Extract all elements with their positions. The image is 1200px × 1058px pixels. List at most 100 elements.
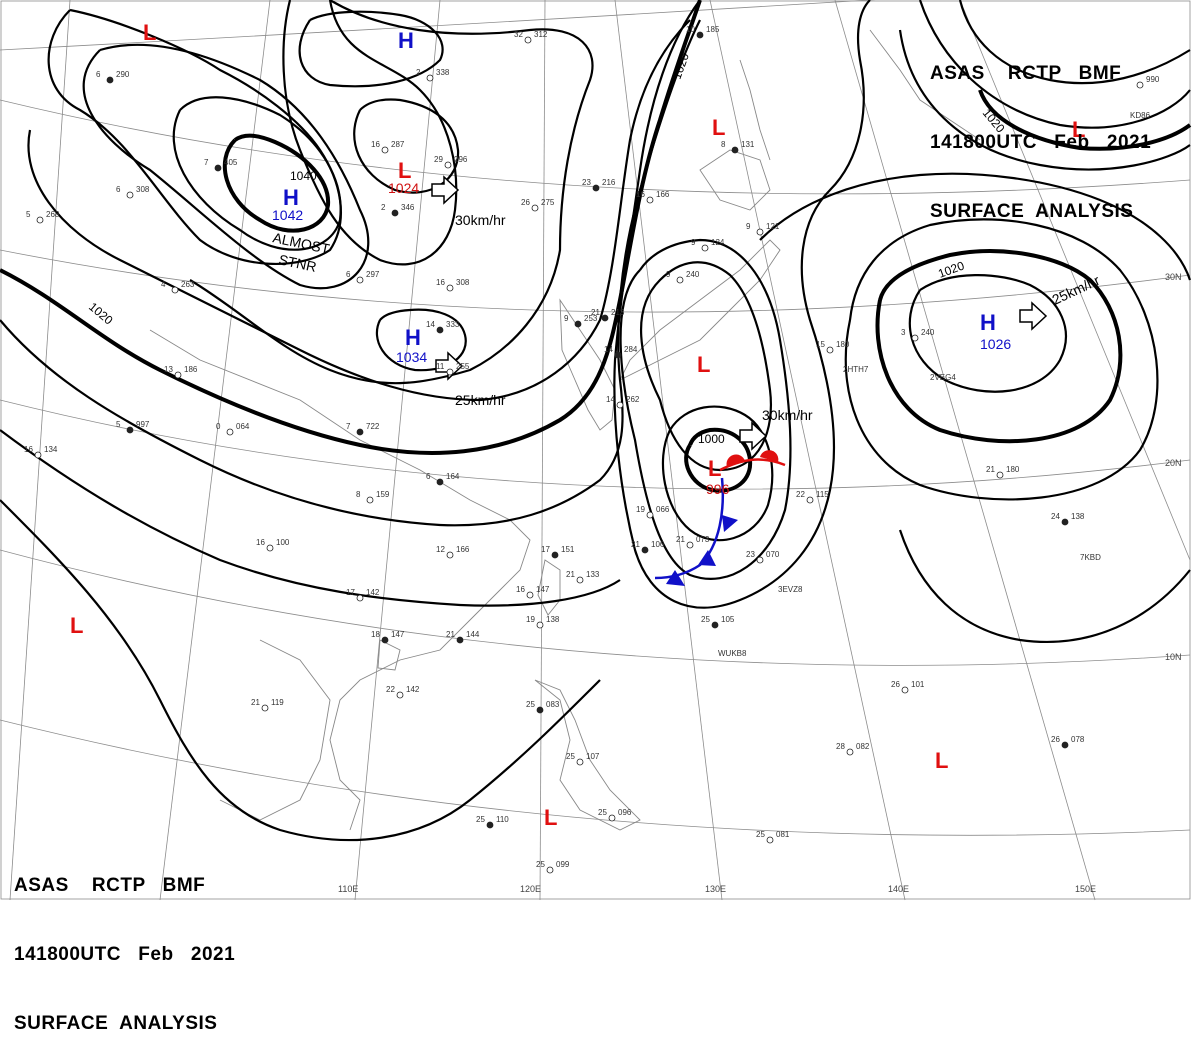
meridian-line xyxy=(614,0,723,901)
station-pressure: 308 xyxy=(456,278,470,287)
station-circle xyxy=(446,284,454,292)
parallel-line xyxy=(0,249,1191,313)
station-circle xyxy=(106,76,114,84)
isobar xyxy=(898,29,1191,171)
station-temperature: 6 xyxy=(346,270,351,279)
high-pressure-value: 1034 xyxy=(396,349,427,365)
station-temperature: 26 xyxy=(521,198,530,207)
station-plot: 253 9 xyxy=(564,314,598,328)
pressure-centers: H 1042 H H 1034 H 1026 L 1024 L 996 L L … xyxy=(70,20,1085,830)
station-plot: 119 21 xyxy=(251,698,284,712)
parallel-line xyxy=(0,549,1191,666)
isobar xyxy=(908,274,1067,393)
station-circle xyxy=(546,866,554,874)
station-temperature: 16 xyxy=(516,585,525,594)
station-circle xyxy=(601,314,609,322)
station-circle xyxy=(266,544,274,552)
station-plot: 338 2 xyxy=(416,68,450,82)
low-center: L xyxy=(712,115,725,140)
station-circle xyxy=(646,511,654,519)
station-temperature: 15 xyxy=(816,340,825,349)
low-center: L xyxy=(935,748,948,773)
station-circle xyxy=(756,556,764,564)
station-temperature: 9 xyxy=(564,314,569,323)
station-pressure: 253 xyxy=(584,314,598,323)
station-pressure: 147 xyxy=(391,630,405,639)
station-circle xyxy=(126,191,134,199)
warm-front-symbol xyxy=(726,454,745,467)
isobar-1020 xyxy=(875,249,1123,444)
station-circle xyxy=(126,426,134,434)
station-circle xyxy=(686,541,694,549)
station-temperature: 28 xyxy=(836,742,845,751)
station-pressure: 346 xyxy=(401,203,415,212)
station-plot: 105 25 xyxy=(701,615,735,629)
station-circle xyxy=(641,546,649,554)
station-temperature: 3 xyxy=(901,328,906,337)
ship-callsign: 2HTH7 xyxy=(843,365,869,374)
station-plot: 255 11 xyxy=(436,362,470,376)
hainan-coast xyxy=(377,639,401,671)
station-temperature: 9 xyxy=(746,222,751,231)
isobar-labels: 1040 1020 1020 1020 1020 1000 xyxy=(86,51,1008,446)
station-circle xyxy=(731,146,739,154)
meridian-line xyxy=(959,0,1191,561)
station-temperature: 23 xyxy=(582,178,591,187)
movement-arrow xyxy=(739,421,768,451)
station-plot: 134 16 xyxy=(24,445,58,459)
low-pressure-value: 1024 xyxy=(388,180,419,196)
coastlines xyxy=(149,29,981,831)
station-pressure: 159 xyxy=(376,490,390,499)
station-pressure: 333 xyxy=(446,320,460,329)
station-plot: 997 5 xyxy=(116,420,150,434)
isobar-label: 1020 xyxy=(86,300,116,328)
movement-arrow xyxy=(431,175,460,205)
station-pressure: 216 xyxy=(602,178,616,187)
station-temperature: 2 xyxy=(416,68,421,77)
station-pressure: 066 xyxy=(656,505,670,514)
isobar xyxy=(0,499,601,842)
station-circle xyxy=(614,351,622,359)
station-pressure: 186 xyxy=(184,365,198,374)
station-circle xyxy=(901,686,909,694)
station-pressure: 164 xyxy=(446,472,460,481)
station-plot: 083 25 xyxy=(526,700,560,714)
station-pressure: 255 xyxy=(456,362,470,371)
station-temperature: 21 xyxy=(986,465,995,474)
isobar-label: 1020 xyxy=(670,51,692,81)
isobar xyxy=(27,19,691,402)
movement-arrow xyxy=(1019,301,1048,331)
station-pressure: 166 xyxy=(456,545,470,554)
station-temperature: 4 xyxy=(161,280,166,289)
station-temperature: 8 xyxy=(356,490,361,499)
station-plot: 262 14 xyxy=(606,395,640,409)
station-pressure: 268 xyxy=(46,210,60,219)
sakhalin-coast xyxy=(739,59,771,161)
low-center: L xyxy=(544,805,557,830)
parallel-line xyxy=(0,719,1191,836)
isobar xyxy=(172,96,342,251)
station-plot: 185 10 xyxy=(686,25,720,39)
hokkaido-coast xyxy=(699,149,771,211)
station-temperature: 0 xyxy=(216,422,221,431)
station-plot: 216 23 xyxy=(582,178,616,192)
high-pressure-value: 1042 xyxy=(272,207,303,223)
longitude-tick: 150E xyxy=(1075,884,1096,894)
station-temperature: 21 xyxy=(676,535,685,544)
station-pressure: 997 xyxy=(136,420,150,429)
station-temperature: 16 xyxy=(371,140,380,149)
station-plot: 240 3 xyxy=(901,328,935,342)
station-temperature: 26 xyxy=(1051,735,1060,744)
station-plot: 275 26 xyxy=(521,198,555,212)
station-pressure: 240 xyxy=(686,270,700,279)
station-plot: 151 17 xyxy=(541,545,575,559)
station-temperature: 25 xyxy=(526,700,535,709)
latitude-tick: 20N xyxy=(1165,458,1182,468)
station-circle xyxy=(446,368,454,376)
axis-ticks: 110E 120E 130E 140E 150E 30N 20N 10N xyxy=(338,272,1182,894)
station-temperature: 21 xyxy=(251,698,260,707)
ship-callsign: 3EVZ8 xyxy=(778,585,803,594)
station-temperature: 21 xyxy=(566,570,575,579)
isobar xyxy=(640,261,772,472)
station-circle xyxy=(381,636,389,644)
